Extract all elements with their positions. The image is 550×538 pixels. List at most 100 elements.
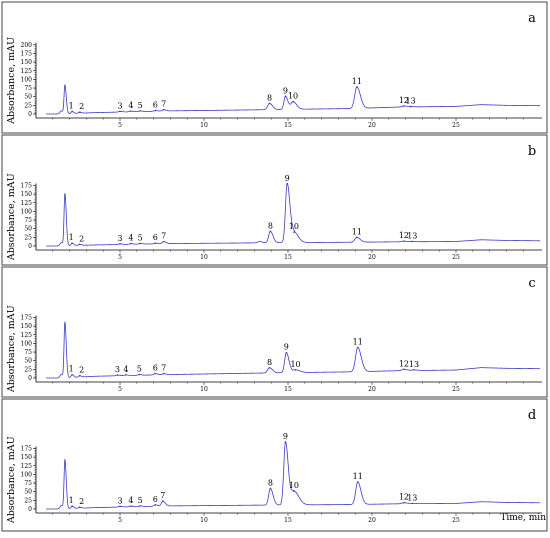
y-axis-label: Absorbance, mAU (6, 37, 17, 125)
peak-label-4: 4 (123, 365, 128, 374)
y-tick-label: 25 (24, 366, 32, 373)
peak-label-4: 4 (128, 234, 133, 243)
peak-point (130, 110, 132, 112)
x-tick-label: 5 (118, 517, 122, 524)
panel-letter: b (528, 144, 536, 159)
y-tick-label: 175 (21, 50, 33, 57)
peak-point (356, 86, 358, 88)
y-tick-label: 0 (28, 111, 32, 118)
peak-point (356, 236, 358, 239)
peak-label-5: 5 (138, 101, 143, 110)
x-tick-label: 20 (368, 386, 376, 393)
peak-label-7: 7 (161, 364, 166, 373)
peak-label-12: 12 (399, 359, 409, 368)
y-tick-label: 25 (24, 234, 32, 241)
y-tick-label: 75 (24, 480, 32, 487)
peak-label-2: 2 (79, 102, 84, 111)
peak-point (119, 505, 121, 508)
y-tick-label: 125 (21, 68, 33, 75)
panel-frame (1, 134, 548, 266)
y-tick-label: 0 (28, 243, 32, 250)
x-tick-label: 10 (200, 122, 208, 129)
x-tick-label: 25 (452, 254, 460, 261)
panel-letter: d (528, 408, 536, 423)
x-tick-label: 5 (118, 122, 122, 129)
y-tick-label: 50 (24, 94, 32, 101)
y-tick-label: 0 (28, 506, 32, 513)
y-tick-label: 100 (21, 76, 33, 83)
x-axis-label: Time, min (500, 513, 546, 523)
y-axis-label: Absorbance, mAU (6, 305, 17, 393)
peak-label-10: 10 (289, 222, 299, 231)
peak-point (284, 95, 287, 98)
peak-label-3: 3 (117, 234, 122, 243)
peak-label-8: 8 (267, 93, 272, 102)
peak-point (162, 372, 165, 375)
peak-label-6: 6 (153, 495, 158, 504)
peak-point (78, 374, 81, 377)
y-tick-label: 125 (21, 200, 33, 207)
peak-point (403, 368, 405, 371)
panel-frame (1, 1, 548, 134)
peak-point (268, 366, 271, 369)
y-tick-label: 200 (21, 42, 33, 49)
panel-letter: a (528, 11, 536, 26)
y-tick-label: 175 (21, 182, 33, 189)
peak-point (269, 230, 272, 233)
x-tick-label: 20 (368, 254, 376, 261)
y-tick-label: 75 (24, 217, 32, 224)
peak-label-6: 6 (153, 233, 158, 242)
panel-frame (1, 398, 548, 532)
y-tick-label: 25 (24, 102, 32, 109)
x-tick-label: 25 (452, 517, 460, 524)
peak-point (139, 110, 141, 112)
y-tick-label: 150 (21, 59, 33, 66)
peak-label-13: 13 (407, 493, 417, 502)
peak-label-11: 11 (352, 77, 362, 86)
peak-label-1: 1 (69, 365, 74, 374)
x-tick-label: 25 (452, 122, 460, 129)
peak-point (409, 105, 412, 108)
peak-label-3: 3 (117, 101, 122, 110)
peak-label-9: 9 (284, 343, 289, 352)
peak-label-12: 12 (399, 96, 409, 105)
peak-label-2: 2 (79, 497, 84, 506)
peak-label-4: 4 (128, 101, 133, 110)
y-tick-label: 0 (28, 375, 32, 382)
peak-label-9: 9 (285, 174, 290, 183)
peak-point (356, 481, 359, 483)
peak-point (411, 502, 414, 505)
peak-point (294, 369, 297, 371)
x-tick-label: 10 (200, 254, 208, 261)
y-tick-label: 125 (21, 332, 33, 339)
peak-point (125, 374, 127, 376)
x-tick-label: 20 (368, 517, 376, 524)
y-tick-label: 100 (21, 471, 33, 478)
peak-point (162, 500, 164, 503)
peak-label-1: 1 (69, 496, 74, 505)
peak-point (71, 505, 73, 507)
y-tick-label: 75 (24, 85, 32, 92)
peak-label-13: 13 (407, 231, 417, 240)
peak-point (119, 110, 121, 113)
peak-point (130, 505, 132, 507)
peak-point (71, 242, 73, 244)
peak-point (411, 240, 414, 243)
peak-label-5: 5 (138, 233, 143, 242)
peak-point (139, 505, 141, 507)
y-tick-label: 125 (21, 463, 33, 470)
x-tick-label: 20 (368, 122, 376, 129)
peak-label-9: 9 (283, 86, 288, 95)
peak-label-2: 2 (79, 366, 84, 375)
peak-point (403, 105, 405, 107)
peak-label-7: 7 (161, 232, 166, 241)
peak-point (71, 373, 73, 376)
peak-point (269, 487, 272, 490)
peak-point (119, 243, 121, 245)
peak-point (78, 243, 81, 246)
peak-point (293, 490, 295, 492)
peak-label-7: 7 (161, 100, 166, 109)
